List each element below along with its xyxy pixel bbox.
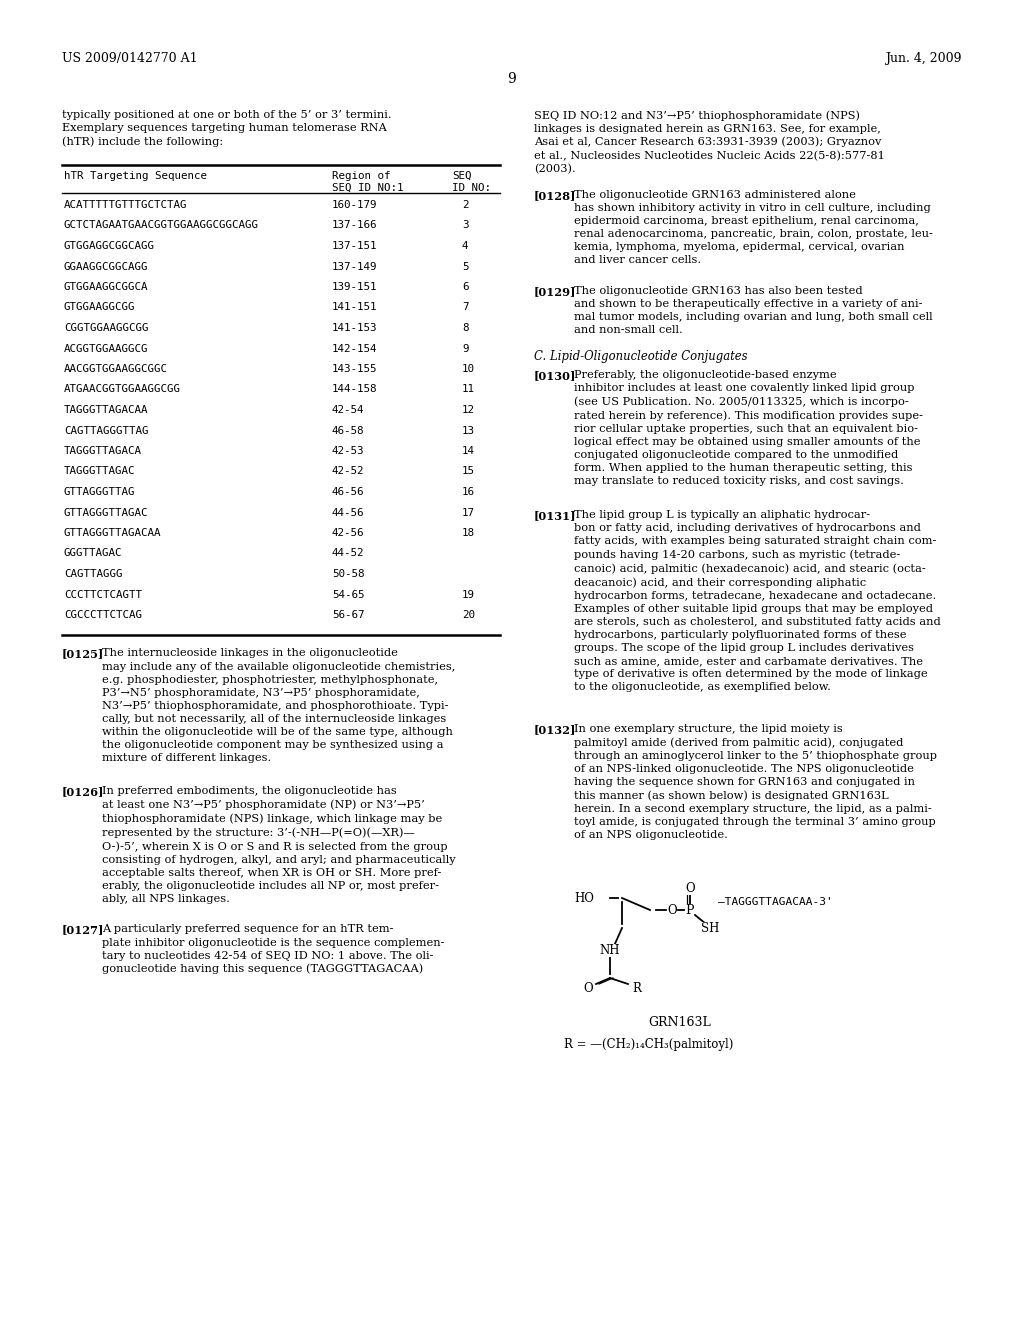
- Text: 19: 19: [462, 590, 475, 599]
- Text: 160-179: 160-179: [332, 201, 378, 210]
- Text: 142-154: 142-154: [332, 343, 378, 354]
- Text: Jun. 4, 2009: Jun. 4, 2009: [886, 51, 962, 65]
- Text: GGGTTAGAC: GGGTTAGAC: [63, 549, 123, 558]
- Text: CCCTTCTCAGTT: CCCTTCTCAGTT: [63, 590, 142, 599]
- Text: The oligonucleotide GRN163 has also been tested
and shown to be therapeutically : The oligonucleotide GRN163 has also been…: [574, 286, 933, 335]
- Text: SEQ ID NO:12 and N3’→P5’ thiophosphoramidate (NPS)
linkages is designated herein: SEQ ID NO:12 and N3’→P5’ thiophosphorami…: [534, 110, 885, 174]
- Text: O: O: [668, 903, 677, 916]
- Text: CAGTTAGGGTTAG: CAGTTAGGGTTAG: [63, 425, 148, 436]
- Text: hTR Targeting Sequence: hTR Targeting Sequence: [63, 172, 207, 181]
- Text: 12: 12: [462, 405, 475, 414]
- Text: 8: 8: [462, 323, 469, 333]
- Text: [0132]: [0132]: [534, 723, 577, 735]
- Text: GGAAGGCGGCAGG: GGAAGGCGGCAGG: [63, 261, 148, 272]
- Text: NH: NH: [600, 944, 621, 957]
- Text: [0128]: [0128]: [534, 190, 577, 201]
- Text: P: P: [686, 903, 694, 916]
- Text: 2: 2: [462, 201, 469, 210]
- Text: TAGGGTTAGAC: TAGGGTTAGAC: [63, 466, 135, 477]
- Text: —TAGGGTTAGACAA-3': —TAGGGTTAGACAA-3': [718, 898, 833, 907]
- Text: 4: 4: [462, 242, 469, 251]
- Text: 15: 15: [462, 466, 475, 477]
- Text: US 2009/0142770 A1: US 2009/0142770 A1: [62, 51, 198, 65]
- Text: 46-58: 46-58: [332, 425, 365, 436]
- Text: 5: 5: [462, 261, 469, 272]
- Text: 9: 9: [508, 73, 516, 86]
- Text: 10: 10: [462, 364, 475, 374]
- Text: 42-54: 42-54: [332, 405, 365, 414]
- Text: GTGGAGGCGGCAGG: GTGGAGGCGGCAGG: [63, 242, 155, 251]
- Text: Region of
SEQ ID NO:1: Region of SEQ ID NO:1: [332, 172, 403, 193]
- Text: 137-149: 137-149: [332, 261, 378, 272]
- Text: ACGGTGGAAGGCG: ACGGTGGAAGGCG: [63, 343, 148, 354]
- Text: 56-67: 56-67: [332, 610, 365, 620]
- Text: [0125]: [0125]: [62, 648, 104, 660]
- Text: ATGAACGGTGGAAGGCGG: ATGAACGGTGGAAGGCGG: [63, 384, 181, 395]
- Text: 141-153: 141-153: [332, 323, 378, 333]
- Text: The internucleoside linkages in the oligonucleotide
may include any of the avail: The internucleoside linkages in the olig…: [102, 648, 456, 763]
- Text: GTTAGGGTTAGACAA: GTTAGGGTTAGACAA: [63, 528, 162, 539]
- Text: GTGGAAGGCGGCA: GTGGAAGGCGGCA: [63, 282, 148, 292]
- Text: GRN163L: GRN163L: [648, 1016, 712, 1030]
- Text: In preferred embodiments, the oligonucleotide has
at least one N3’→P5’ phosphora: In preferred embodiments, the oligonucle…: [102, 787, 456, 904]
- Text: GTGGAAGGCGG: GTGGAAGGCGG: [63, 302, 135, 313]
- Text: 3: 3: [462, 220, 469, 231]
- Text: 14: 14: [462, 446, 475, 455]
- Text: 11: 11: [462, 384, 475, 395]
- Text: O: O: [584, 982, 593, 994]
- Text: GTTAGGGTTAG: GTTAGGGTTAG: [63, 487, 135, 498]
- Text: HO: HO: [574, 891, 594, 904]
- Text: C. Lipid-Oligonucleotide Conjugates: C. Lipid-Oligonucleotide Conjugates: [534, 350, 748, 363]
- Text: R: R: [632, 982, 641, 994]
- Text: [0130]: [0130]: [534, 370, 577, 381]
- Text: 44-52: 44-52: [332, 549, 365, 558]
- Text: TAGGGTTAGACA: TAGGGTTAGACA: [63, 446, 142, 455]
- Text: AACGGTGGAAGGCGGC: AACGGTGGAAGGCGGC: [63, 364, 168, 374]
- Text: 20: 20: [462, 610, 475, 620]
- Text: 144-158: 144-158: [332, 384, 378, 395]
- Text: Preferably, the oligonucleotide-based enzyme
inhibitor includes at least one cov: Preferably, the oligonucleotide-based en…: [574, 370, 923, 486]
- Text: 137-151: 137-151: [332, 242, 378, 251]
- Text: SEQ
ID NO:: SEQ ID NO:: [452, 172, 490, 193]
- Text: 143-155: 143-155: [332, 364, 378, 374]
- Text: 16: 16: [462, 487, 475, 498]
- Text: 42-52: 42-52: [332, 466, 365, 477]
- Text: 7: 7: [462, 302, 469, 313]
- Text: 6: 6: [462, 282, 469, 292]
- Text: A particularly preferred sequence for an hTR tem-
plate inhibitor oligonucleotid: A particularly preferred sequence for an…: [102, 924, 444, 974]
- Text: [0127]: [0127]: [62, 924, 104, 936]
- Text: 50-58: 50-58: [332, 569, 365, 579]
- Text: ACATTTTTGTTTGCTCTAG: ACATTTTTGTTTGCTCTAG: [63, 201, 187, 210]
- Text: [0126]: [0126]: [62, 787, 104, 797]
- Text: 44-56: 44-56: [332, 507, 365, 517]
- Text: 17: 17: [462, 507, 475, 517]
- Text: The oligonucleotide GRN163 administered alone
has shown inhibitory activity in v: The oligonucleotide GRN163 administered …: [574, 190, 933, 265]
- Text: [0131]: [0131]: [534, 510, 577, 521]
- Text: GCTCTAGAATGAACGGTGGAAGGCGGCAGG: GCTCTAGAATGAACGGTGGAAGGCGGCAGG: [63, 220, 259, 231]
- Text: 13: 13: [462, 425, 475, 436]
- Text: 141-151: 141-151: [332, 302, 378, 313]
- Text: 18: 18: [462, 528, 475, 539]
- Text: 46-56: 46-56: [332, 487, 365, 498]
- Text: The lipid group L is typically an aliphatic hydrocar-
bon or fatty acid, includi: The lipid group L is typically an alipha…: [574, 510, 941, 692]
- Text: 54-65: 54-65: [332, 590, 365, 599]
- Text: 139-151: 139-151: [332, 282, 378, 292]
- Text: In one exemplary structure, the lipid moiety is
palmitoyl amide (derived from pa: In one exemplary structure, the lipid mo…: [574, 723, 937, 840]
- Text: O: O: [685, 882, 695, 895]
- Text: CGCCCTTCTCAG: CGCCCTTCTCAG: [63, 610, 142, 620]
- Text: CAGTTAGGG: CAGTTAGGG: [63, 569, 123, 579]
- Text: TAGGGTTAGACAA: TAGGGTTAGACAA: [63, 405, 148, 414]
- Text: 42-53: 42-53: [332, 446, 365, 455]
- Text: SH: SH: [700, 921, 719, 935]
- Text: typically positioned at one or both of the 5’ or 3’ termini.
Exemplary sequences: typically positioned at one or both of t…: [62, 110, 391, 148]
- Text: GTTAGGGTTAGAC: GTTAGGGTTAGAC: [63, 507, 148, 517]
- Text: [0129]: [0129]: [534, 286, 577, 297]
- Text: CGGTGGAAGGCGG: CGGTGGAAGGCGG: [63, 323, 148, 333]
- Text: 42-56: 42-56: [332, 528, 365, 539]
- Text: R = —(CH₂)₁₄CH₃(palmitoyl): R = —(CH₂)₁₄CH₃(palmitoyl): [564, 1038, 733, 1051]
- Text: 9: 9: [462, 343, 469, 354]
- Text: 137-166: 137-166: [332, 220, 378, 231]
